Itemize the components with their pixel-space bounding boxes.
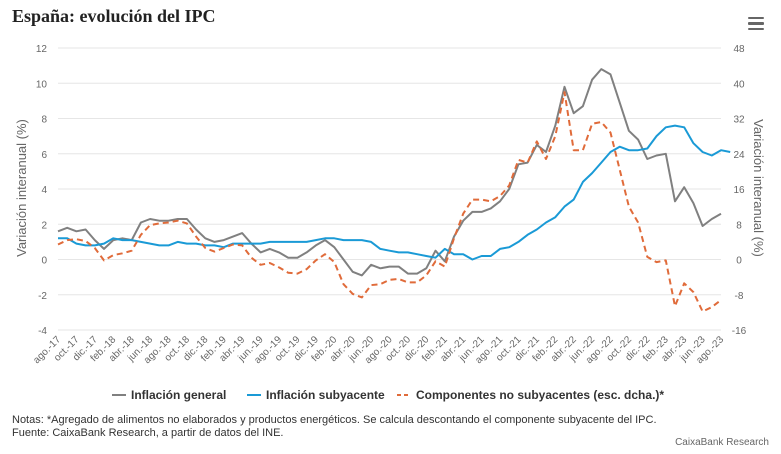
source-line: Fuente: CaixaBank Research, a partir de … [12,427,284,439]
notes-line: Notas: *Agregado de alimentos no elabora… [12,414,657,426]
y-tick-label-right: 40 [733,79,745,90]
legend-item-label[interactable]: Inflación subyacente [266,388,385,402]
page-title: España: evolución del IPC [12,6,216,26]
series-line-3[interactable] [57,91,722,313]
y-tick-label-right: 8 [736,220,742,231]
y-axis-title-right: Variación interanual (%) [751,119,766,257]
chart-notes: Notas: *Agregado de alimentos no elabora… [12,414,657,440]
series-line-1[interactable] [57,68,722,277]
y-tick-label-right: 0 [736,256,742,267]
y-tick-label-left: 6 [41,150,47,161]
y-tick-label-left: 4 [41,185,47,196]
y-tick-label-left: 0 [41,256,47,267]
y-tick-label-right: -8 [735,291,744,302]
y-tick-label-right: 24 [733,150,745,161]
series-line-2[interactable] [58,124,731,261]
y-tick-label-left: 12 [36,44,48,55]
legend-item-label[interactable]: Componentes no subyacentes (esc. dcha.)* [416,388,664,402]
legend: Inflación general Inflación subyacente Com… [112,388,664,402]
y-tick-label-right: 48 [733,44,745,55]
credit-link[interactable]: CaixaBank Research [675,437,769,448]
y-tick-label-left: -2 [38,291,47,302]
y-tick-label-right: 16 [733,185,745,196]
y-axis-title-left: Variación interanual (%) [14,119,29,257]
hamburger-menu-icon[interactable] [748,17,764,31]
y-tick-label-right: 32 [733,115,745,126]
y-tick-label-left: -4 [38,326,47,337]
y-tick-label-left: 10 [36,79,48,90]
legend-item-label[interactable]: Inflación general [131,388,226,402]
y-tick-label-left: 8 [41,115,47,126]
y-tick-label-right: -16 [732,326,747,337]
y-tick-label-left: 2 [41,220,47,231]
